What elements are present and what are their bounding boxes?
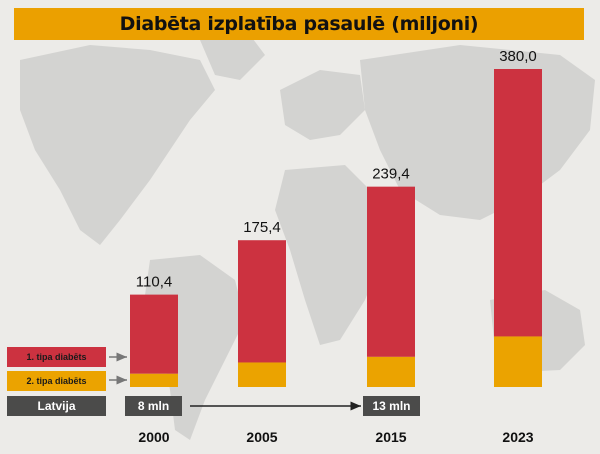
legend-type2: 2. tipa diabēts [7,371,106,391]
bar-type1-2005 [238,240,286,363]
legend-type2-label: 2. tipa diabēts [26,376,87,386]
bar-total-label-2005: 175,4 [243,219,281,236]
x-tick-label-2023: 2023 [502,429,533,445]
bar-total-label-2000: 110,4 [136,274,172,291]
chart-title-bar: Diabēta izplatība pasaulē (miljoni) [14,8,584,40]
bar-type2-2023 [494,336,542,387]
north-america-shape [20,45,215,245]
latvia-value-2000-label: 8 mln [137,399,170,413]
legend-type1-label: 1. tipa diabēts [26,352,87,362]
bar-type2-2005 [238,362,286,387]
legend-latvia: Latvija [7,396,106,416]
bar-type2-2000 [130,373,178,387]
legend-latvia-label: Latvija [37,399,76,413]
bar-total-label-2023: 380,0 [499,48,537,65]
latvia-value-2015: 13 mln [363,396,420,416]
bar-type1-2000 [130,294,178,374]
x-tick-label-2005: 2005 [246,429,277,445]
bar-total-label-2015: 239,4 [372,166,410,183]
x-tick-label-2000: 2000 [138,429,169,445]
greenland-shape [200,35,265,80]
bar-type2-2015 [367,356,415,387]
bar-type1-2015 [367,186,415,357]
latvia-value-2015-label: 13 mln [372,399,411,413]
latvia-value-2000: 8 mln [125,396,182,416]
europe-shape [280,70,365,140]
chart-title: Diabēta izplatība pasaulē (miljoni) [119,13,479,35]
legend-type1: 1. tipa diabēts [7,347,106,367]
x-tick-label-2015: 2015 [375,429,406,445]
africa-shape [275,165,385,345]
bar-type1-2023 [494,69,542,337]
